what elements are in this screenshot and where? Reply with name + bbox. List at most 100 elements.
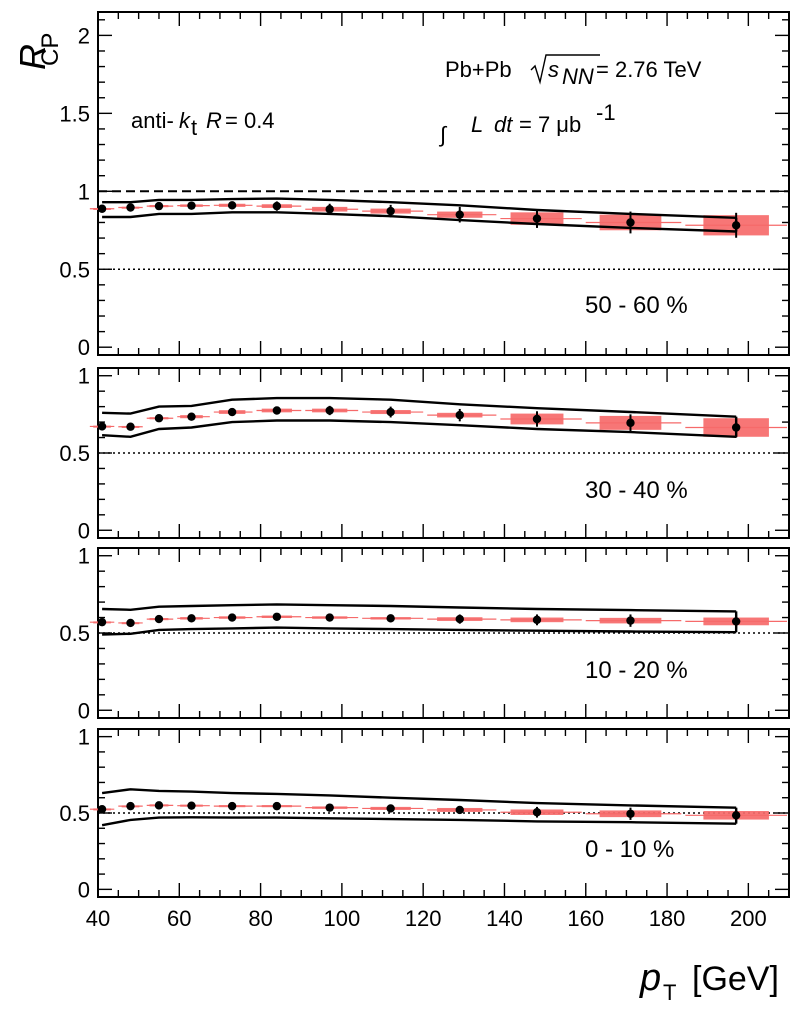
data-point (731, 423, 741, 432)
x-axis-title-sub: T (663, 980, 676, 1005)
panels: 0 0.5 1 1.5 2 50 - 60 % 0 0.5 1 30 - 40 % 0 0.5 1 10 … (59, 11, 790, 902)
x-tick-label: 100 (324, 906, 361, 931)
data-point (731, 811, 741, 820)
x-tick-label: 200 (730, 906, 767, 931)
algo-k: k (179, 108, 191, 133)
y-tick-label: 0.5 (59, 801, 90, 826)
lumi-dt: dt (494, 112, 513, 137)
sqrt-sign (530, 54, 600, 85)
y-axis-title-main: R (12, 44, 53, 70)
lumi-exp: -1 (596, 100, 616, 125)
data-point (126, 618, 135, 628)
data-point (532, 214, 542, 223)
y-tick-label: 0.5 (59, 621, 90, 646)
data-point (386, 206, 395, 216)
data-point (97, 617, 107, 627)
sqrt-s-label: s (548, 57, 559, 82)
data-point (187, 412, 196, 421)
y-tick-label: 0.5 (59, 257, 90, 282)
data-point (455, 805, 464, 815)
centrality-label: 10 - 20 % (585, 657, 688, 684)
data-point (154, 801, 164, 810)
energy-label: = 2.76 TeV (596, 57, 702, 82)
data-point (532, 414, 542, 424)
data-point (325, 406, 334, 415)
data-point (187, 801, 196, 810)
data-point (455, 614, 464, 624)
data-point (626, 809, 635, 818)
x-tick-label: 140 (486, 906, 523, 931)
centrality-label: 30 - 40 % (585, 477, 688, 504)
band-upper (102, 197, 737, 219)
centrality-label: 0 - 10 % (585, 836, 674, 863)
panel-1: 0 0.5 1 30 - 40 % (59, 364, 790, 543)
lumi-L: L (471, 112, 483, 137)
y-axis-title-sub-wrap: CP (37, 33, 64, 66)
centrality-label: 50 - 60 % (585, 292, 688, 319)
x-tick-label: 60 (167, 906, 191, 931)
data-point (272, 801, 282, 811)
lumi-value: = 7 μb (519, 112, 581, 137)
y-tick-label: 1 (78, 544, 90, 569)
collision-label: Pb+Pb (445, 57, 512, 82)
y-tick-label: 0 (78, 335, 90, 360)
data-point (626, 218, 635, 227)
y-axis-title-sub: CP (37, 33, 64, 66)
algo-prefix: anti- (131, 108, 174, 133)
algo-value: = 0.4 (225, 108, 275, 133)
y-tick-label: 1.5 (59, 101, 90, 126)
band-lower (102, 626, 737, 636)
data-point (227, 201, 237, 210)
data-point (97, 804, 107, 814)
data-point (272, 406, 282, 415)
algo-k-sub: t (191, 115, 197, 140)
data-point (626, 418, 635, 428)
band-upper (101, 788, 737, 809)
data-point (626, 616, 635, 625)
x-tick-label: 120 (405, 906, 442, 931)
data-point (227, 801, 237, 811)
x-tick-label: 180 (649, 906, 686, 931)
band-lower (101, 816, 737, 827)
x-tick-label: 80 (248, 906, 272, 931)
data-point (455, 410, 464, 420)
x-axis-title-main: p (639, 957, 661, 999)
y-tick-label: 0 (78, 698, 90, 723)
y-tick-label: 0 (78, 877, 90, 902)
panel-2: 0 0.5 1 10 - 20 % (59, 544, 790, 723)
data-point (386, 804, 395, 813)
data-point (154, 201, 164, 211)
band-lower (102, 211, 737, 233)
x-tick-label: 40 (86, 906, 110, 931)
y-tick-label: 0 (78, 518, 90, 543)
data-point (126, 801, 135, 811)
data-point (272, 612, 282, 621)
data-point (325, 205, 334, 214)
data-point (325, 613, 334, 622)
integral-symbol: ∫ (438, 122, 448, 147)
data-point (97, 422, 107, 431)
y-tick-label: 0.5 (59, 441, 90, 466)
data-point (227, 613, 237, 622)
y-axis-title: R (12, 44, 53, 70)
x-tick-label: 160 (567, 906, 604, 931)
data-point (154, 414, 164, 423)
data-point (532, 808, 542, 817)
panel-0: 0 0.5 1 1.5 2 50 - 60 % (59, 11, 790, 360)
band-upper (102, 603, 737, 613)
data-point (187, 614, 196, 623)
data-point (731, 617, 741, 626)
data-point (272, 201, 282, 211)
x-axis-title-unit: [GeV] (692, 960, 779, 998)
data-point (97, 204, 107, 213)
y-tick-label: 1 (78, 725, 90, 750)
y-tick-label: 2 (78, 23, 90, 48)
data-point (227, 407, 237, 417)
data-point (126, 422, 135, 431)
panel-3: 0 0.5 1 0 - 10 % (59, 725, 790, 902)
sqrt-s-sub: NN (562, 64, 594, 89)
band-lower (102, 419, 737, 439)
data-point (532, 615, 542, 625)
algo-R: R (206, 108, 222, 133)
